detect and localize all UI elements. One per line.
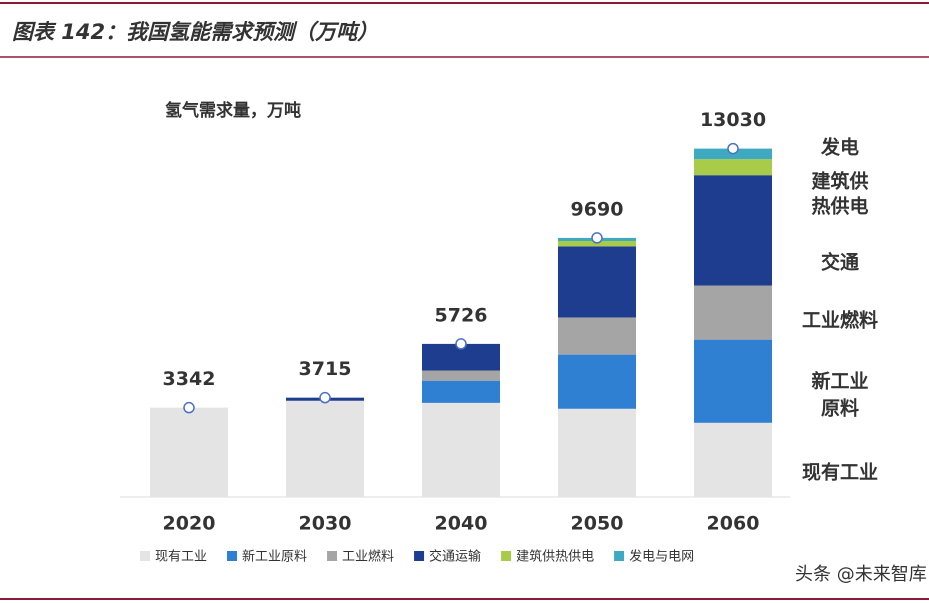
bar-segment [694,422,772,497]
annotation: 新工业 [811,370,868,393]
subtitle: 氢气需求量，万吨 [165,100,301,121]
bar-segment [422,370,500,381]
x-tick-label: 2050 [571,513,624,535]
total-marker [319,391,331,404]
legend-label: 现有工业 [155,550,207,565]
legend-label: 交通运输 [429,549,481,565]
total-label: 5726 [435,304,488,326]
bar-segment [422,380,500,403]
total-marker [591,232,603,244]
total-label: 3342 [163,368,216,390]
legend-swatch [227,551,238,561]
annotation: 建筑供 [811,170,868,193]
bar-segment [558,246,636,318]
x-tick-label: 2030 [299,513,352,535]
bar-segment [694,159,772,176]
total-marker [727,142,739,155]
bar-segment [694,339,772,423]
annotation: 原料 [821,397,859,420]
legend-swatch [327,551,338,561]
legend-label: 新工业原料 [242,549,307,565]
annotation: 发电 [820,136,859,159]
bar-segment [558,408,636,497]
annotation: 交通 [821,251,860,274]
bar-segment [422,402,500,497]
bar-segment [150,407,228,497]
x-tick-label: 2020 [163,513,216,535]
legend-label: 建筑供热供电 [516,549,594,565]
total-label: 9690 [571,198,624,220]
bar-segment [694,285,772,340]
legend-label: 工业燃料 [342,549,394,565]
watermark: 头条 @未来智库 [795,564,927,585]
bar-segment [558,317,636,355]
total-marker [455,338,467,350]
title: 图表 142：我国氢能需求预测（万吨） [12,20,378,44]
annotation: 现有工业 [802,461,878,484]
bar-segment [694,175,772,286]
total-label: 13030 [700,109,766,131]
annotation: 热供电 [811,195,868,218]
legend-swatch [614,551,625,561]
x-tick-label: 2060 [707,513,760,535]
legend-label: 发电与电网 [629,549,694,565]
x-tick-label: 2040 [435,513,488,535]
total-label: 3715 [299,358,352,380]
annotation: 工业燃料 [802,309,878,332]
legend-swatch [140,551,150,561]
legend-swatch [414,551,425,561]
legend-swatch [501,551,512,561]
bar-segment [286,400,364,497]
total-marker [183,401,195,414]
bar-segment [558,354,636,409]
